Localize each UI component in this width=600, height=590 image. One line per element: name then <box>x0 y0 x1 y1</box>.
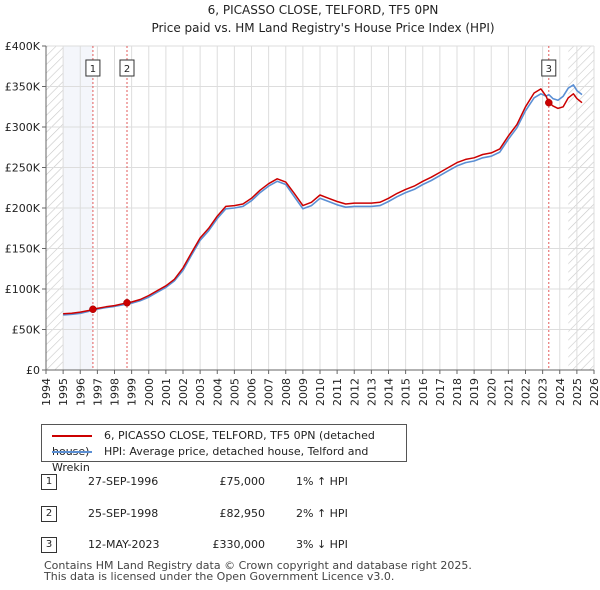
sale-price: £330,000 <box>212 538 266 551</box>
x-tick-label: 2024 <box>554 378 567 406</box>
y-tick-label: £350K <box>5 81 41 94</box>
x-tick-label: 2014 <box>383 378 396 406</box>
x-tick-label: 1994 <box>40 378 53 406</box>
x-tick-label: 2026 <box>588 378 600 406</box>
x-tick-label: 2006 <box>246 378 259 406</box>
x-tick-label: 2010 <box>314 378 327 406</box>
sale-price: £82,950 <box>219 507 266 520</box>
x-tick-label: 2011 <box>331 378 344 406</box>
x-tick-label: 1999 <box>126 378 139 406</box>
x-tick-label: 1995 <box>57 378 70 406</box>
x-tick-label: 2007 <box>263 378 276 406</box>
y-tick-label: £250K <box>5 162 41 175</box>
chart-subtitle: Price paid vs. HM Land Registry's House … <box>151 21 494 35</box>
y-tick-label: £150K <box>5 243 41 256</box>
sale-number-badge: 3 <box>41 537 57 553</box>
sale-point <box>123 299 131 307</box>
x-tick-label: 2003 <box>194 378 207 406</box>
x-tick-label: 2000 <box>143 378 156 406</box>
sale-number-badge: 1 <box>41 474 57 490</box>
x-tick-label: 2005 <box>228 378 241 406</box>
price-chart: 6, PICASSO CLOSE, TELFORD, TF5 0PN Price… <box>5 3 600 406</box>
footer: Contains HM Land Registry data © Crown c… <box>44 560 472 582</box>
sale-row: 1 27-SEP-1996 £75,000 1% ↑ HPI <box>41 474 581 490</box>
sale-label: 3 <box>546 64 552 75</box>
x-tick-label: 2016 <box>417 378 430 406</box>
footer-copyright: Contains HM Land Registry data © Crown c… <box>44 559 472 572</box>
sale-point <box>545 98 553 107</box>
x-tick-label: 1998 <box>109 378 122 406</box>
x-tick-label: 2009 <box>297 378 310 406</box>
sale-hpi-change: 2% ↑ HPI <box>296 507 348 520</box>
sale-number-badge: 2 <box>41 506 57 522</box>
property-price-line <box>63 88 583 315</box>
x-tick-label: 2001 <box>160 378 173 406</box>
y-tick-label: £0 <box>26 364 40 377</box>
y-tick-label: £400K <box>5 40 41 53</box>
chart-title: 6, PICASSO CLOSE, TELFORD, TF5 0PN <box>208 3 439 17</box>
y-tick-label: £300K <box>5 121 41 134</box>
legend-item-property: 6, PICASSO CLOSE, TELFORD, TF5 0PN (deta… <box>52 428 406 458</box>
y-tick-label: £100K <box>5 283 41 296</box>
x-tick-label: 2017 <box>434 378 447 406</box>
footer-licence: This data is licensed under the Open Gov… <box>44 570 395 583</box>
y-tick-label: £200K <box>5 202 41 215</box>
x-tick-label: 2021 <box>502 378 515 406</box>
hpi-line <box>63 84 583 316</box>
sale-row: 2 25-SEP-1998 £82,950 2% ↑ HPI <box>41 506 581 522</box>
x-tick-label: 2012 <box>348 378 361 406</box>
x-tick-label: 2022 <box>520 378 533 406</box>
x-tick-label: 2004 <box>211 378 224 406</box>
sale-row: 3 12-MAY-2023 £330,000 3% ↓ HPI <box>41 537 581 553</box>
legend-swatch-hpi <box>52 451 92 453</box>
sale-label: 1 <box>90 64 96 75</box>
sale-date: 27-SEP-1996 <box>88 475 159 488</box>
legend-label-hpi: HPI: Average price, detached house, Telf… <box>52 445 369 474</box>
legend: 6, PICASSO CLOSE, TELFORD, TF5 0PN (deta… <box>41 424 407 474</box>
x-tick-label: 2020 <box>485 378 498 406</box>
sale-point <box>89 305 97 313</box>
sale-date: 12-MAY-2023 <box>88 538 160 551</box>
x-tick-label: 2008 <box>280 378 293 406</box>
sale-hpi-change: 1% ↑ HPI <box>296 475 348 488</box>
sale-label: 2 <box>124 64 130 75</box>
y-tick-label: £50K <box>12 324 41 337</box>
x-tick-label: 2019 <box>468 378 481 406</box>
x-tick-label: 2013 <box>365 378 378 406</box>
sale-label-box <box>85 59 101 77</box>
x-tick-label: 1997 <box>91 378 104 406</box>
legend-swatch-property <box>52 435 92 437</box>
x-tick-label: 1996 <box>74 378 87 406</box>
x-tick-label: 2002 <box>177 378 190 406</box>
x-tick-label: 2023 <box>537 378 550 406</box>
x-tick-label: 2015 <box>400 378 413 406</box>
x-tick-label: 2025 <box>571 378 584 406</box>
sale-label-box <box>541 59 557 77</box>
x-tick-label: 2018 <box>451 378 464 406</box>
sale-price: £75,000 <box>219 475 266 488</box>
legend-item-hpi: HPI: Average price, detached house, Telf… <box>52 444 406 474</box>
sale-hpi-change: 3% ↓ HPI <box>296 538 348 551</box>
sale-label-box <box>119 59 135 77</box>
sale-date: 25-SEP-1998 <box>88 507 159 520</box>
